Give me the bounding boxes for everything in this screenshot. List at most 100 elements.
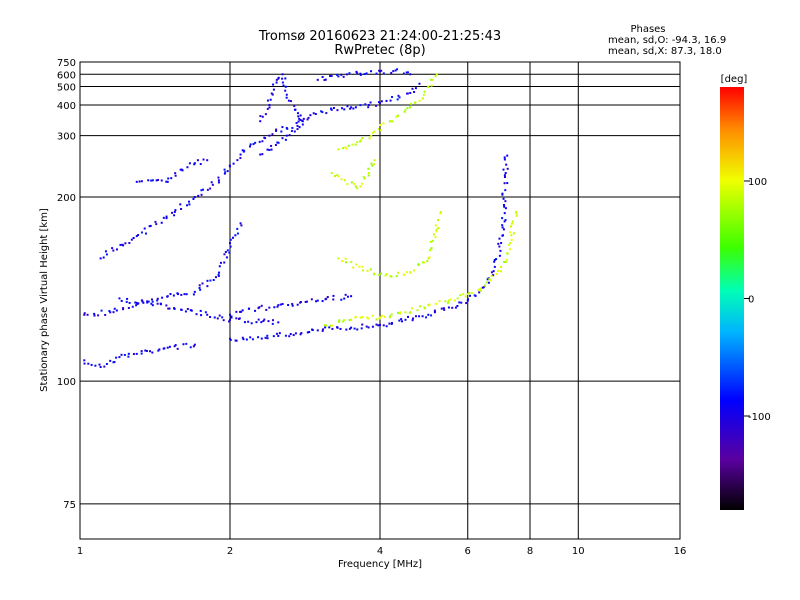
- data-point: [231, 236, 234, 239]
- data-point: [356, 141, 359, 144]
- data-point: [392, 70, 395, 73]
- data-point: [165, 215, 168, 218]
- data-point: [281, 73, 284, 76]
- data-point: [257, 318, 260, 321]
- data-point: [247, 320, 250, 323]
- data-point: [262, 319, 265, 322]
- data-point: [179, 168, 182, 171]
- data-point: [430, 78, 433, 81]
- y-tick-label: 300: [57, 132, 76, 143]
- data-point: [342, 320, 345, 323]
- data-point: [146, 301, 149, 304]
- data-point: [275, 81, 278, 84]
- data-point: [306, 331, 309, 334]
- data-point: [504, 219, 507, 222]
- data-point: [503, 158, 506, 161]
- data-point: [348, 72, 351, 75]
- data-point: [413, 90, 416, 93]
- data-point: [375, 318, 378, 321]
- data-point: [380, 272, 383, 275]
- y-axis-label: Stationary phase Virtual Height [km]: [39, 208, 50, 392]
- data-point: [184, 310, 187, 313]
- data-point: [251, 338, 254, 341]
- data-point: [174, 344, 177, 347]
- data-point: [254, 309, 257, 312]
- data-point: [513, 232, 516, 235]
- data-point: [132, 353, 135, 356]
- data-point: [433, 311, 436, 314]
- data-point: [394, 69, 397, 72]
- data-point: [277, 334, 280, 337]
- data-point: [369, 268, 372, 271]
- data-point: [502, 197, 505, 200]
- data-point: [276, 305, 279, 308]
- data-point: [418, 99, 421, 102]
- data-point: [211, 183, 214, 186]
- data-point: [273, 306, 276, 309]
- data-point: [382, 72, 385, 75]
- data-point: [344, 293, 347, 296]
- data-point: [239, 310, 242, 313]
- data-point: [185, 293, 188, 296]
- data-point: [140, 231, 143, 234]
- data-point: [291, 126, 294, 129]
- data-point: [378, 102, 381, 105]
- data-point: [289, 100, 292, 103]
- data-point: [181, 169, 184, 172]
- data-point: [417, 263, 420, 266]
- data-point: [503, 261, 506, 264]
- data-point: [272, 83, 275, 86]
- data-point: [434, 236, 437, 239]
- data-point: [366, 316, 369, 319]
- data-point: [266, 107, 269, 110]
- data-point: [131, 305, 134, 308]
- data-point: [243, 149, 246, 152]
- data-point: [195, 313, 198, 316]
- data-point: [173, 345, 176, 348]
- data-point: [509, 225, 512, 228]
- data-point: [409, 91, 412, 94]
- data-point: [281, 81, 284, 84]
- data-point: [356, 328, 359, 331]
- data-point: [305, 300, 308, 303]
- y-tick-label: 500: [57, 83, 76, 94]
- data-point: [421, 315, 424, 318]
- data-point: [281, 126, 284, 129]
- data-point: [260, 321, 263, 324]
- data-point: [367, 326, 370, 329]
- data-point: [189, 309, 192, 312]
- data-point: [350, 260, 353, 263]
- data-point: [151, 351, 154, 354]
- data-point: [359, 185, 362, 188]
- data-point: [270, 92, 273, 95]
- data-point: [258, 140, 261, 143]
- data-point: [284, 85, 287, 88]
- data-point: [418, 82, 421, 85]
- data-point: [510, 239, 513, 242]
- data-point: [268, 106, 271, 109]
- chart-title: Tromsø 20160623 21:24:00-21:25:43: [258, 29, 501, 44]
- data-point: [353, 327, 356, 330]
- data-point: [316, 329, 319, 332]
- data-point: [379, 70, 381, 73]
- data-point: [411, 87, 414, 90]
- x-tick-label: 2: [227, 546, 233, 557]
- data-point: [202, 188, 205, 191]
- data-point: [502, 168, 505, 171]
- data-point: [83, 312, 86, 315]
- data-point: [428, 256, 431, 259]
- data-point: [355, 263, 358, 266]
- y-tick-label: 75: [63, 500, 76, 511]
- data-point: [503, 182, 506, 185]
- data-point: [277, 304, 280, 307]
- data-point: [98, 363, 101, 366]
- colorbar-unit-label: [deg]: [721, 74, 748, 85]
- data-point: [118, 356, 121, 359]
- data-point: [299, 301, 302, 304]
- data-point: [418, 315, 421, 318]
- data-point: [470, 291, 473, 294]
- data-point: [310, 298, 313, 301]
- data-point: [435, 73, 438, 76]
- data-point: [225, 256, 228, 259]
